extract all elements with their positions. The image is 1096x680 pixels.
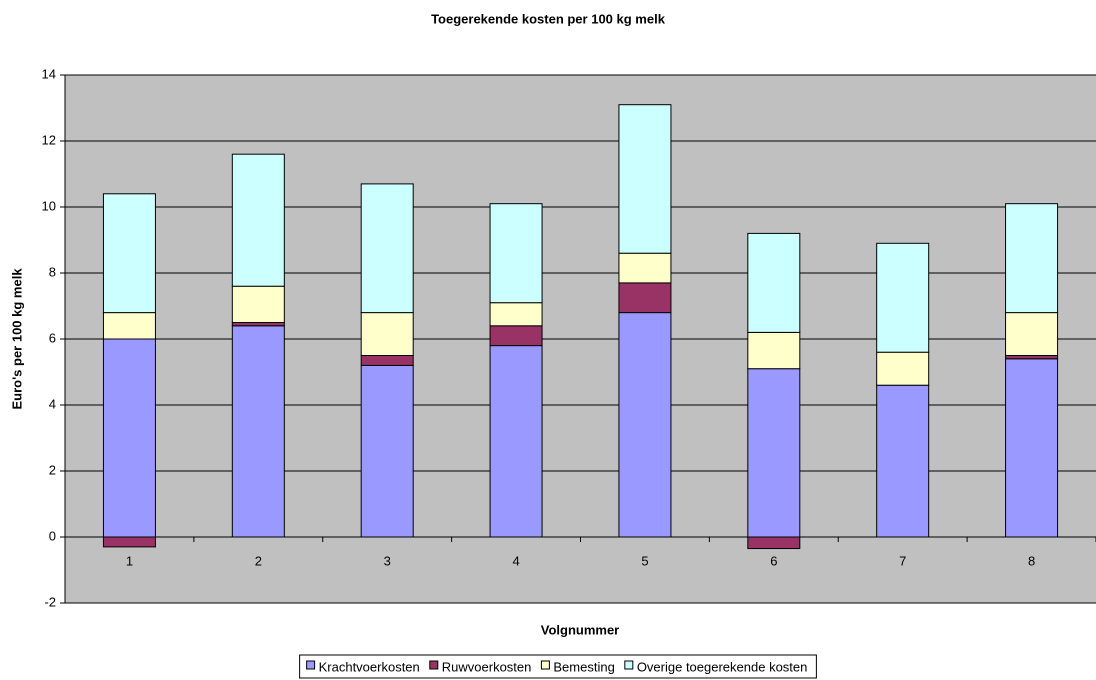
bar-segment [747,536,801,550]
x-tick-label: 2 [255,553,262,568]
chart-title: Toegerekende kosten per 100 kg melk [431,11,666,26]
y-tick-label: 0 [49,528,56,543]
y-tick-label: -2 [44,594,56,609]
bar-segment [876,242,930,353]
bar-segment [231,285,285,324]
legend-label: Bemesting [553,659,614,674]
bar-segment [747,331,801,370]
y-axis-title: Euro's per 100 kg melk [9,268,24,410]
bar-segment [102,536,156,548]
y-tick-label: 4 [49,396,56,411]
bar-segment [747,368,801,538]
x-tick-label: 1 [126,553,133,568]
bar-segment [618,252,672,284]
bar-segment [1005,358,1059,538]
bar-segment [876,384,930,538]
legend-label: Overige toegerekende kosten [637,659,808,674]
legend-box [299,654,817,679]
bar-segment [747,232,801,333]
bar-segment [231,153,285,287]
bar-segment [618,104,672,254]
legend-label: Ruwvoerkosten [442,659,532,674]
legend-swatch [429,660,439,670]
bar-segment [1005,312,1059,357]
bar-segment [102,193,156,314]
bar-segment [360,355,414,366]
bar-segment [231,325,285,538]
bar-segment [102,312,156,340]
y-tick-label: 12 [42,132,56,147]
legend-swatch [624,660,634,670]
bar-segment [1005,203,1059,314]
bar-segment [360,183,414,314]
legend-swatch [540,660,550,670]
bar-segment [102,338,156,538]
x-axis-title: Volgnummer [541,622,620,637]
y-tick-label: 2 [49,462,56,477]
bar-segment [360,364,414,538]
bar-segment [876,351,930,386]
x-tick-label: 8 [1028,553,1035,568]
bar-segment [489,203,543,304]
bar-segment [489,302,543,327]
x-tick-label: 5 [641,553,648,568]
y-tick-label: 8 [49,264,56,279]
bar-segment [489,325,543,347]
bar-segment [489,345,543,538]
legend: Krachtvoerkosten Ruwvoerkosten Bemesting Ov… [299,654,817,679]
y-tick-label: 6 [49,330,56,345]
x-tick-label: 3 [384,553,391,568]
x-tick-label: 4 [512,553,519,568]
bar-segment [618,282,672,314]
y-tick-label: 10 [42,198,56,213]
legend-swatch [306,660,316,670]
y-tick-label: 14 [42,66,56,81]
x-tick-label: 7 [899,553,906,568]
bar-segment [360,312,414,357]
legend-label: Krachtvoerkosten [319,659,420,674]
x-tick-label: 6 [770,553,777,568]
bar-segment [618,312,672,538]
